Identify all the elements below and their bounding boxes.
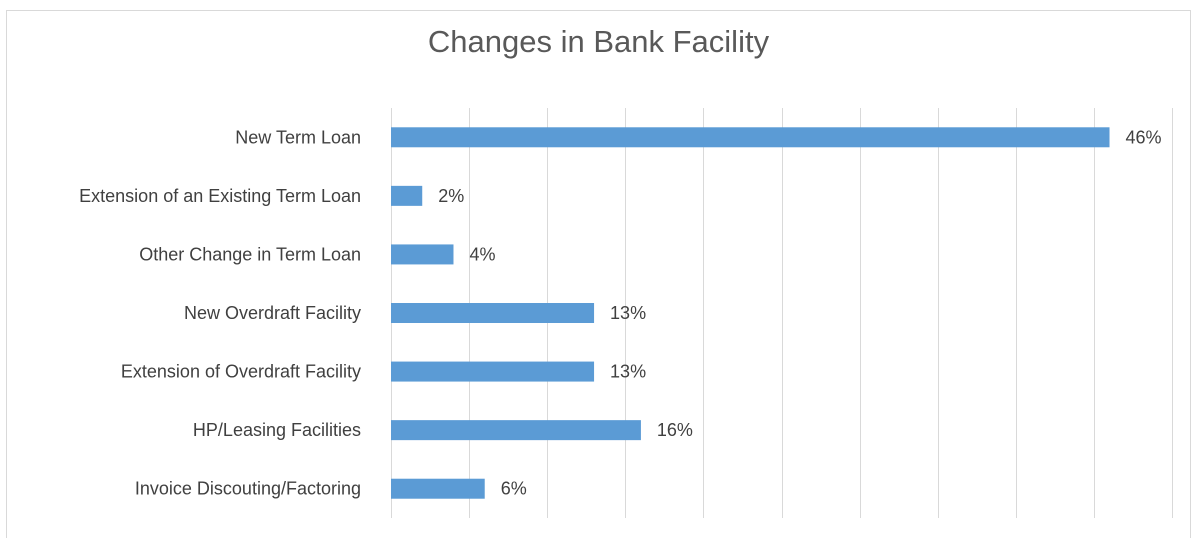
bar bbox=[391, 244, 454, 265]
data-label: 13% bbox=[610, 303, 646, 323]
category-label: HP/Leasing Facilities bbox=[193, 420, 361, 440]
data-labels: 46% 2% 4% 13% 13% 16% 6% bbox=[438, 127, 1161, 498]
gridlines bbox=[391, 108, 1173, 518]
bars bbox=[391, 127, 1110, 499]
bar bbox=[391, 361, 595, 382]
category-label: Extension of Overdraft Facility bbox=[121, 362, 361, 382]
data-label: 46% bbox=[1126, 127, 1162, 147]
data-label: 6% bbox=[501, 479, 527, 499]
bar bbox=[391, 127, 1110, 148]
category-label: New Term Loan bbox=[235, 127, 361, 147]
data-label: 4% bbox=[469, 244, 495, 264]
bar bbox=[391, 420, 641, 441]
bar bbox=[391, 478, 485, 499]
bar bbox=[391, 303, 595, 323]
category-label: Extension of an Existing Term Loan bbox=[79, 186, 361, 206]
category-label: New Overdraft Facility bbox=[184, 303, 361, 323]
chart-area bbox=[6, 10, 1191, 538]
data-label: 13% bbox=[610, 362, 646, 382]
data-label: 16% bbox=[657, 420, 693, 440]
data-label: 2% bbox=[438, 186, 464, 206]
bar bbox=[391, 185, 423, 206]
chart-title: Changes in Bank Facility bbox=[427, 24, 770, 59]
category-label: Invoice Discouting/Factoring bbox=[135, 479, 361, 499]
category-label: Other Change in Term Loan bbox=[139, 244, 361, 264]
category-labels: New Term Loan Extension of an Existing Te… bbox=[79, 127, 361, 498]
